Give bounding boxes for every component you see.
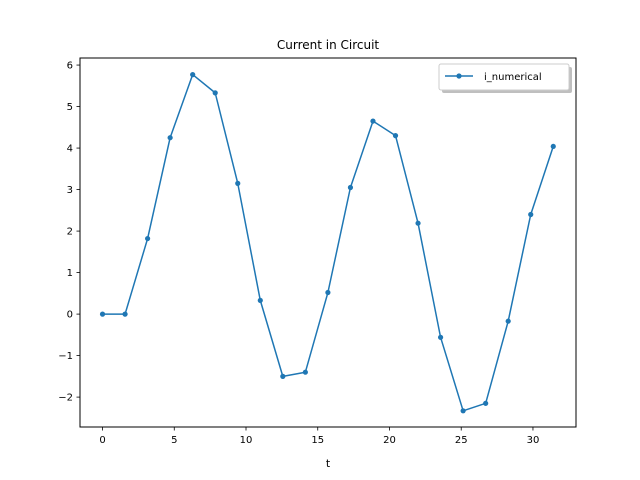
x-tick-label: 5 (171, 435, 177, 446)
data-point (528, 212, 533, 217)
data-point (348, 185, 353, 190)
data-point (483, 401, 488, 406)
data-point (100, 312, 105, 317)
y-tick-label: 4 (67, 144, 73, 155)
x-tick-label: 20 (383, 435, 396, 446)
x-tick-label: 0 (99, 435, 105, 446)
data-point (258, 298, 263, 303)
x-axis-label: t (326, 457, 331, 470)
data-point (551, 144, 556, 149)
y-tick-label: 6 (67, 61, 73, 72)
legend-label-i-numerical: i_numerical (484, 72, 542, 83)
y-tick-label: −1 (58, 351, 73, 362)
data-point (280, 374, 285, 379)
chart-title: Current in Circuit (277, 38, 380, 52)
data-point (235, 181, 240, 186)
legend-marker-sample (456, 73, 461, 78)
data-point (325, 290, 330, 295)
data-point (370, 118, 375, 123)
data-point (168, 135, 173, 140)
x-tick-label: 15 (311, 435, 324, 446)
data-point (122, 312, 127, 317)
x-tick-label: 25 (455, 435, 468, 446)
y-tick-label: 1 (67, 268, 73, 279)
x-tick-label: 30 (527, 435, 540, 446)
data-point (213, 90, 218, 95)
data-point (393, 133, 398, 138)
data-point (190, 72, 195, 77)
data-point (506, 319, 511, 324)
y-tick-label: 5 (67, 102, 73, 113)
y-tick-label: 0 (67, 310, 73, 321)
y-tick-label: 3 (67, 185, 73, 196)
legend[interactable]: i_numerical (439, 64, 572, 93)
data-point (145, 236, 150, 241)
data-point (415, 221, 420, 226)
data-point (303, 370, 308, 375)
data-point (461, 408, 466, 413)
data-point (438, 335, 443, 340)
y-tick-label: 2 (67, 227, 73, 238)
y-tick-label: −2 (58, 393, 73, 404)
x-tick-label: 10 (240, 435, 253, 446)
